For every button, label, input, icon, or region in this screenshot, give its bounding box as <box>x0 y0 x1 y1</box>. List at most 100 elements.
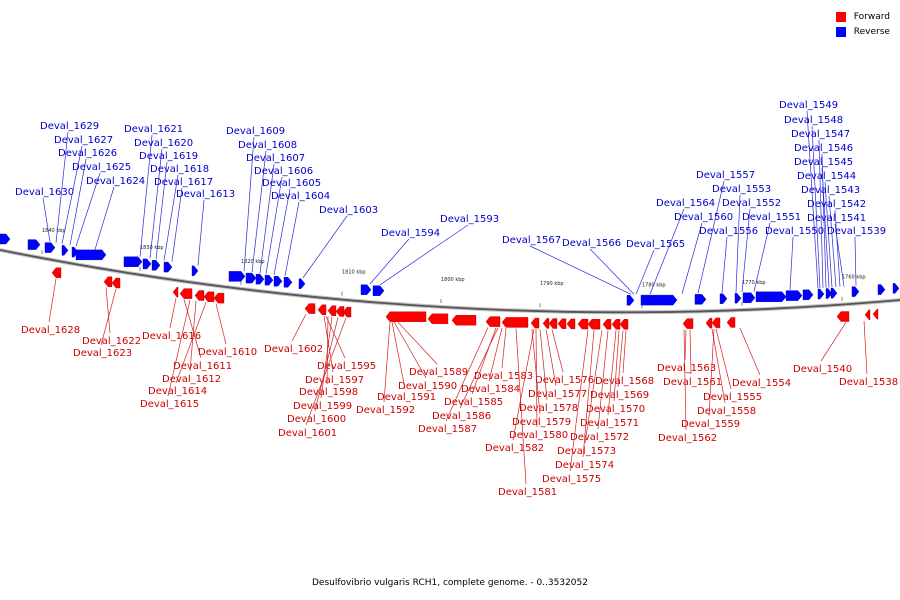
reverse-gene-label: Deval_1630 <box>15 187 74 198</box>
forward-gene-label: Deval_1579 <box>512 417 571 428</box>
leader-line <box>169 298 177 329</box>
forward-gene-arrow <box>203 291 215 302</box>
leader-line <box>584 330 603 444</box>
reverse-gene-arrow <box>626 295 635 306</box>
leader-line <box>529 245 632 295</box>
reverse-gene-arrow <box>228 271 246 282</box>
leader-line <box>824 181 833 288</box>
leader-line <box>512 328 535 441</box>
reverse-gene-arrow <box>734 292 742 304</box>
forward-gene-arrow <box>619 319 629 330</box>
reverse-gene-label: Deval_1613 <box>176 189 235 200</box>
forward-gene-label: Deval_1597 <box>305 375 364 386</box>
leader-line <box>708 328 715 417</box>
forward-gene-arrow <box>872 308 879 320</box>
forward-gene-label: Deval_1587 <box>418 424 477 435</box>
forward-gene-arrow <box>501 317 529 328</box>
forward-gene-label: Deval_1585 <box>444 397 503 408</box>
forward-gene-label: Deval_1616 <box>142 331 201 342</box>
leader-line <box>501 328 507 369</box>
leader-line <box>251 150 267 273</box>
forward-gene-arrow <box>304 303 316 314</box>
forward-gene-label: Deval_1595 <box>317 361 376 372</box>
leader-line <box>735 194 741 293</box>
forward-gene-arrow <box>864 309 871 320</box>
forward-gene-label: Deval_1561 <box>663 377 722 388</box>
reverse-gene-arrow <box>142 258 152 270</box>
map-caption: Desulfovibrio vulgaris RCH1, complete ge… <box>312 578 588 588</box>
forward-gene-label: Deval_1555 <box>703 392 762 403</box>
reverse-gene-label: Deval_1626 <box>58 148 117 159</box>
leader-line <box>551 329 564 373</box>
reverse-gene-arrow <box>27 239 41 250</box>
reverse-gene-label: Deval_1542 <box>807 199 866 210</box>
forward-gene-arrow <box>172 286 179 298</box>
leader-line <box>302 215 348 279</box>
leader-line <box>369 238 410 285</box>
legend-reverse-label: Reverse <box>853 26 890 37</box>
reverse-gene-label: Deval_1556 <box>699 226 758 237</box>
leader-line <box>681 222 703 294</box>
forward-gene-label: Deval_1568 <box>595 376 654 387</box>
tick-label: 1810 kbp <box>342 270 366 276</box>
leader-line <box>582 330 595 458</box>
forward-gene-arrow <box>611 319 621 330</box>
leader-line <box>649 208 685 295</box>
tick-label: 1840 kbp <box>42 228 66 234</box>
reverse-gene-arrow <box>830 287 838 299</box>
reverse-gene-label: Deval_1560 <box>674 212 733 223</box>
reverse-gene-label: Deval_1617 <box>154 177 213 188</box>
reverse-gene-arrow <box>273 275 283 287</box>
forward-gene-arrow <box>836 311 850 322</box>
forward-gene-label: Deval_1611 <box>173 361 232 372</box>
reverse-gene-arrow <box>640 294 678 306</box>
reverse-gene-label: Deval_1550 <box>765 226 824 237</box>
forward-gene-label: Deval_1589 <box>409 367 468 378</box>
leader-line <box>488 327 503 382</box>
leader-line <box>61 145 83 244</box>
leader-line <box>393 321 427 379</box>
leader-line <box>265 176 283 274</box>
forward-gene-arrow <box>726 317 736 328</box>
reverse-gene-arrow <box>851 286 860 297</box>
leader-line <box>391 321 406 390</box>
forward-gene-arrow <box>577 318 589 330</box>
reverse-gene-arrow <box>785 290 803 301</box>
leader-line <box>589 248 635 295</box>
forward-gene-label: Deval_1573 <box>557 446 616 457</box>
tick-label: 1790 kbp <box>540 281 564 287</box>
forward-gene-label: Deval_1578 <box>519 403 578 414</box>
leader-line <box>183 299 202 359</box>
forward-gene-label: Deval_1599 <box>293 401 352 412</box>
forward-gene-arrow <box>51 267 62 278</box>
leader-line <box>545 329 557 387</box>
forward-gene-arrow <box>530 317 540 329</box>
reverse-gene-label: Deval_1593 <box>440 214 499 225</box>
leader-line <box>820 322 847 362</box>
forward-gene-label: Deval_1586 <box>432 411 491 422</box>
leader-line <box>689 329 692 375</box>
leader-line <box>383 321 391 403</box>
legend-forward-swatch <box>835 11 846 22</box>
forward-gene-arrow <box>542 318 550 329</box>
reverse-gene-arrow <box>755 291 787 302</box>
forward-gene-arrow <box>179 288 193 299</box>
reverse-gene-arrow <box>694 294 707 305</box>
reverse-gene-label: Deval_1625 <box>72 162 131 173</box>
reverse-gene-arrow <box>719 293 728 304</box>
reverse-gene-arrow <box>151 260 161 271</box>
reverse-gene-label: Deval_1565 <box>626 239 685 250</box>
reverse-gene-arrow <box>283 277 293 288</box>
forward-gene-label: Deval_1584 <box>461 384 520 395</box>
forward-gene-label: Deval_1628 <box>21 325 80 336</box>
leader-line <box>539 329 548 401</box>
reverse-gene-label: Deval_1553 <box>712 184 771 195</box>
reverse-gene-arrow <box>264 274 274 286</box>
reverse-gene-label: Deval_1546 <box>794 143 853 154</box>
legend-forward: Forward <box>835 9 890 24</box>
reverse-gene-arrow <box>372 285 385 296</box>
leader-line <box>171 187 183 262</box>
forward-gene-label: Deval_1558 <box>697 406 756 417</box>
forward-gene-arrow <box>342 306 352 318</box>
